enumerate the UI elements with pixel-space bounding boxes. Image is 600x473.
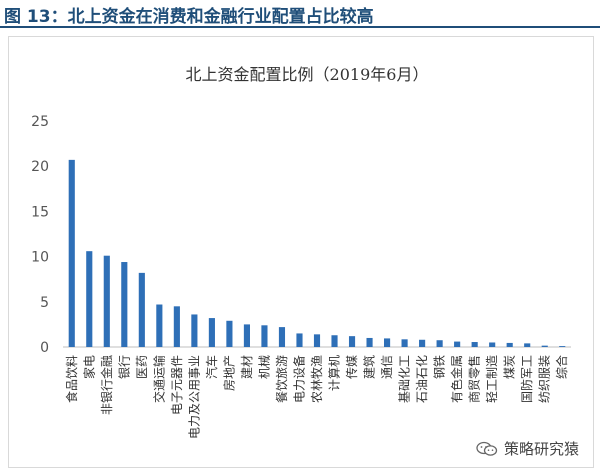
bar (121, 262, 128, 347)
x-category-label: 餐饮旅游 (274, 355, 289, 403)
bar (68, 159, 75, 347)
x-category-label: 机械 (256, 355, 271, 379)
bar (278, 327, 286, 347)
bar (313, 334, 321, 347)
bar (454, 341, 461, 347)
x-category-label: 有色金属 (449, 355, 464, 403)
x-category-label: 银行 (117, 355, 131, 379)
x-category-label: 医药 (135, 355, 149, 379)
x-category-label: 传媒 (344, 355, 359, 379)
x-category-label: 农林牧渔 (310, 355, 324, 403)
bar (86, 251, 93, 347)
y-tick-label: 10 (31, 250, 49, 266)
bar (436, 340, 443, 347)
figure-label: 图 13：北上资金在消费和金融行业配置占比较高 (4, 7, 374, 27)
bar (541, 345, 548, 347)
bar (208, 318, 215, 347)
x-category-label: 综合 (554, 355, 569, 379)
bar-chart: 北上资金配置比例（2019年6月） 0 5 10 15 20 25 食品饮料 家电 非银行金融… (31, 65, 571, 439)
wechat-icon (476, 441, 498, 456)
bar (331, 335, 338, 347)
x-category-label: 钢铁 (433, 355, 447, 379)
x-category-label: 轻工制造 (485, 355, 499, 403)
bar (524, 343, 531, 347)
bar (489, 342, 496, 347)
watermark-text: 策略研究猿 (503, 440, 579, 458)
bar (366, 337, 373, 347)
x-category-label: 通信 (380, 355, 394, 379)
chart-panel: 北上资金配置比例（2019年6月） 0 5 10 15 20 25 食品饮料 家电 非银行金融… (8, 36, 594, 468)
bar (226, 320, 233, 347)
bar (173, 306, 180, 347)
x-category-label: 电力设备 (292, 355, 306, 403)
bar (559, 346, 566, 347)
x-axis-labels: 食品饮料 家电 非银行金融 银行 医药 交通运输 电子元器件 电力及公用事业 汽车 房地产 建材 机械… (64, 355, 569, 439)
x-category-label: 非银行金融 (99, 355, 114, 415)
chart-title: 北上资金配置比例（2019年6月） (186, 65, 429, 84)
bar (261, 325, 268, 347)
bar (348, 336, 356, 347)
x-category-label: 食品饮料 (64, 355, 79, 403)
bar (138, 272, 145, 347)
figure-header: 图 13：北上资金在消费和金融行业配置占比较高 (0, 0, 600, 28)
bars (68, 159, 566, 347)
x-category-label: 计算机 (327, 355, 342, 391)
x-category-label: 电力及公用事业 (187, 355, 201, 439)
watermark: 策略研究猿 (476, 438, 579, 459)
bar (506, 342, 513, 347)
x-category-label: 交通运输 (151, 355, 166, 403)
bar (471, 342, 478, 347)
bar (401, 339, 408, 347)
bar (419, 339, 426, 347)
y-tick-label: 5 (40, 295, 49, 311)
bar (103, 255, 110, 347)
bar (191, 314, 198, 347)
bar (156, 304, 163, 347)
x-category-label: 家电 (81, 355, 96, 379)
x-category-label: 电子元器件 (170, 355, 184, 415)
y-tick-label: 15 (31, 204, 49, 220)
y-axis: 0 5 10 15 20 25 (31, 114, 49, 356)
x-category-label: 石油石化 (415, 355, 429, 403)
x-category-label: 汽车 (204, 355, 219, 379)
y-tick-label: 20 (31, 159, 49, 175)
x-category-label: 商贸零售 (467, 355, 482, 403)
y-tick-label: 25 (31, 114, 49, 130)
y-tick-label: 0 (40, 340, 49, 356)
bar (243, 324, 250, 347)
bar (296, 333, 303, 347)
x-category-label: 基础化工 (398, 355, 412, 403)
x-category-label: 房地产 (221, 355, 236, 391)
x-category-label: 国防军工 (519, 355, 534, 403)
x-category-label: 煤炭 (503, 355, 517, 379)
x-category-label: 建材 (240, 355, 254, 379)
bar (384, 338, 391, 347)
x-category-label: 纺织服装 (538, 355, 552, 403)
x-category-label: 建筑 (362, 355, 377, 379)
